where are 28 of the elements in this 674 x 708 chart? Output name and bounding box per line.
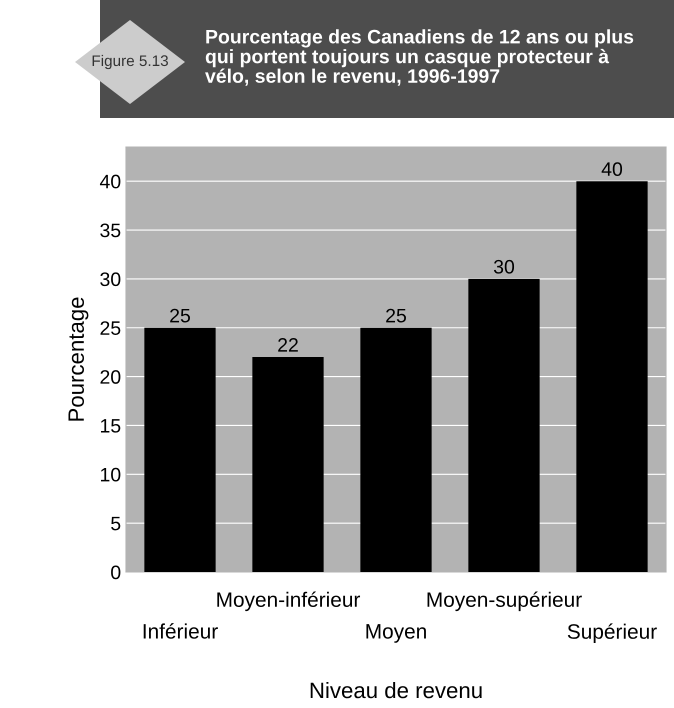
data-label: 40 <box>602 162 622 176</box>
data-label: 25 <box>386 308 406 323</box>
x-tick-label: Moyen <box>366 624 426 643</box>
x-tick-label: Inférieur <box>144 623 218 639</box>
bar <box>468 278 540 572</box>
y-tick-label: 15 <box>100 419 120 433</box>
y-tick-label: 0 <box>111 565 120 580</box>
y-tick-label: 10 <box>100 468 120 482</box>
caption: Figure 5.13 <box>92 54 168 70</box>
bar <box>576 181 648 572</box>
bar <box>252 357 324 572</box>
x-tick-label: Supérieur <box>568 623 657 644</box>
y-tick-label: 25 <box>100 321 120 335</box>
y-axis-title: Pourcentage <box>68 297 88 421</box>
chart-title: Pourcentage des Canadiens de 12 ans ou plus qui portent toujours un casque protecteur à vélo, selon le revenu, 1996-1997 <box>205 29 634 86</box>
y-tick-label: 40 <box>100 174 120 188</box>
y-tick-label: 20 <box>100 370 120 384</box>
y-tick-label: 35 <box>100 224 120 238</box>
data-label: 25 <box>170 308 190 323</box>
bar <box>360 328 432 572</box>
y-tick-label: 5 <box>111 516 120 530</box>
y-tick-label: 30 <box>100 272 120 286</box>
data-label: 22 <box>278 338 298 352</box>
x-axis-title: Niveau de revenu <box>310 682 482 698</box>
data-label: 30 <box>494 260 514 274</box>
bar <box>144 328 216 572</box>
x-tick-label: Moyen-supérieur <box>428 591 582 612</box>
x-tick-label: Moyen-inférieur <box>217 591 360 612</box>
